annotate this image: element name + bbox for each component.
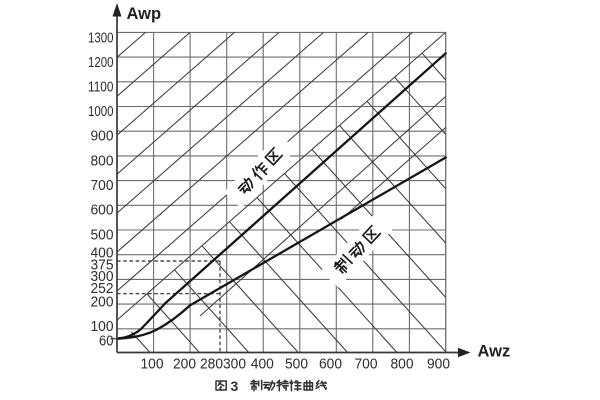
svg-text:800: 800 (91, 152, 114, 169)
svg-text:800: 800 (391, 355, 414, 372)
svg-text:Awz: Awz (478, 342, 511, 360)
svg-text:400: 400 (251, 355, 274, 372)
svg-text:1300: 1300 (88, 29, 114, 46)
svg-text:1000: 1000 (88, 103, 114, 120)
svg-text:900: 900 (91, 128, 114, 145)
svg-text:1100: 1100 (88, 79, 114, 96)
svg-text:500: 500 (91, 226, 114, 243)
svg-text:200: 200 (173, 355, 196, 372)
svg-text:375: 375 (91, 257, 114, 274)
svg-text:200: 200 (91, 293, 114, 310)
svg-text:1200: 1200 (88, 54, 114, 71)
svg-text:600: 600 (319, 355, 342, 372)
svg-text:300: 300 (91, 268, 114, 285)
svg-text:60: 60 (99, 332, 114, 349)
svg-text:100: 100 (141, 355, 164, 372)
svg-text:700: 700 (355, 355, 378, 372)
svg-text:280: 280 (200, 355, 223, 372)
svg-text:600: 600 (91, 202, 114, 219)
svg-text:900: 900 (427, 355, 450, 372)
svg-text:300: 300 (223, 355, 246, 372)
svg-text:252: 252 (91, 280, 114, 297)
svg-text:700: 700 (91, 177, 114, 194)
svg-text:500: 500 (285, 355, 308, 372)
svg-text:3: 3 (231, 378, 239, 394)
svg-text:400: 400 (91, 245, 114, 262)
svg-text:100: 100 (91, 318, 114, 335)
svg-text:Awp: Awp (127, 5, 162, 23)
